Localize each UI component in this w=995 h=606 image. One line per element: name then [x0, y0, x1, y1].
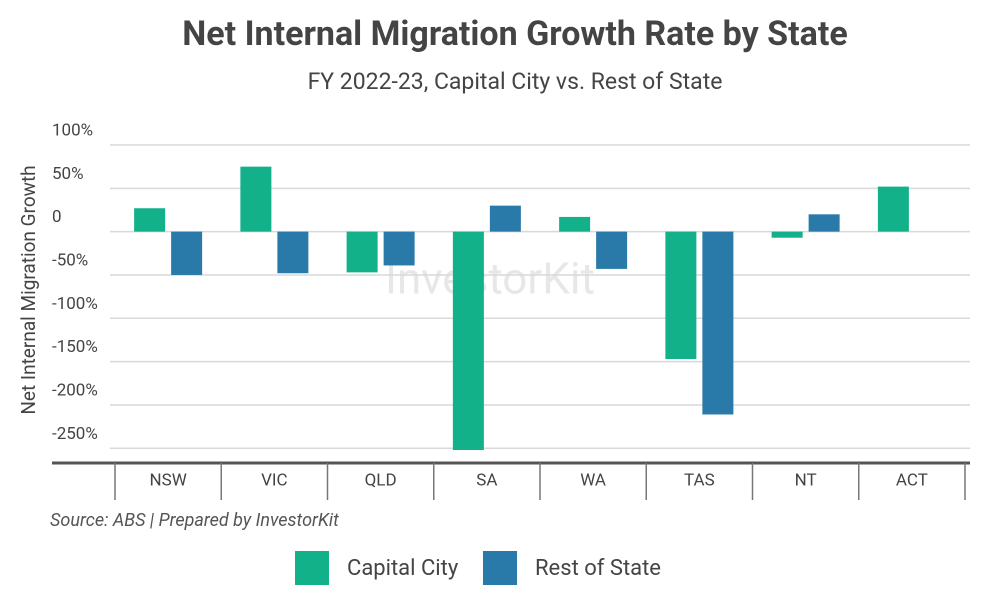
legend-label: Capital City — [347, 556, 459, 581]
bar — [452, 231, 484, 451]
bar — [808, 214, 840, 232]
bar — [559, 216, 591, 232]
bar — [771, 231, 803, 238]
bar — [277, 231, 309, 274]
x-tick-label: NT — [795, 470, 817, 490]
bar — [383, 231, 415, 266]
legend-label: Rest of State — [535, 556, 661, 581]
bar — [171, 231, 203, 275]
bar — [489, 205, 521, 232]
x-tick-label: TAS — [684, 470, 715, 490]
y-tick-label: -250% — [52, 424, 98, 444]
x-tick-label: WA — [580, 470, 606, 490]
source-note: Source: ABS | Prepared by InvestorKit — [50, 510, 339, 531]
bar — [240, 166, 272, 232]
y-tick-label: 0 — [52, 207, 62, 227]
legend-swatch — [483, 551, 517, 585]
bar — [702, 231, 734, 415]
bar — [877, 186, 909, 232]
watermark: InvestorKit — [385, 253, 595, 305]
y-tick-label: -150% — [52, 337, 98, 357]
x-tick-label: VIC — [261, 470, 288, 490]
y-tick-label: 100% — [52, 120, 93, 140]
bar — [596, 231, 628, 269]
x-tick-label: ACT — [896, 470, 928, 490]
y-axis-title: Net Internal Migration Growth — [17, 165, 40, 414]
y-tick-label: -100% — [52, 294, 98, 314]
y-tick-label: -200% — [52, 380, 98, 400]
x-tick-label: NSW — [149, 470, 186, 490]
y-tick-label: -50% — [52, 250, 88, 270]
bar — [134, 208, 166, 232]
y-tick-label: 50% — [52, 164, 84, 184]
bar — [665, 231, 697, 360]
legend-swatch — [295, 551, 329, 585]
chart-subtitle: FY 2022-23, Capital City vs. Rest of Sta… — [308, 68, 723, 95]
bar — [346, 231, 378, 273]
x-tick-label: SA — [476, 470, 497, 490]
x-tick-label: QLD — [365, 470, 397, 490]
chart-title: Net Internal Migration Growth Rate by St… — [182, 14, 847, 54]
